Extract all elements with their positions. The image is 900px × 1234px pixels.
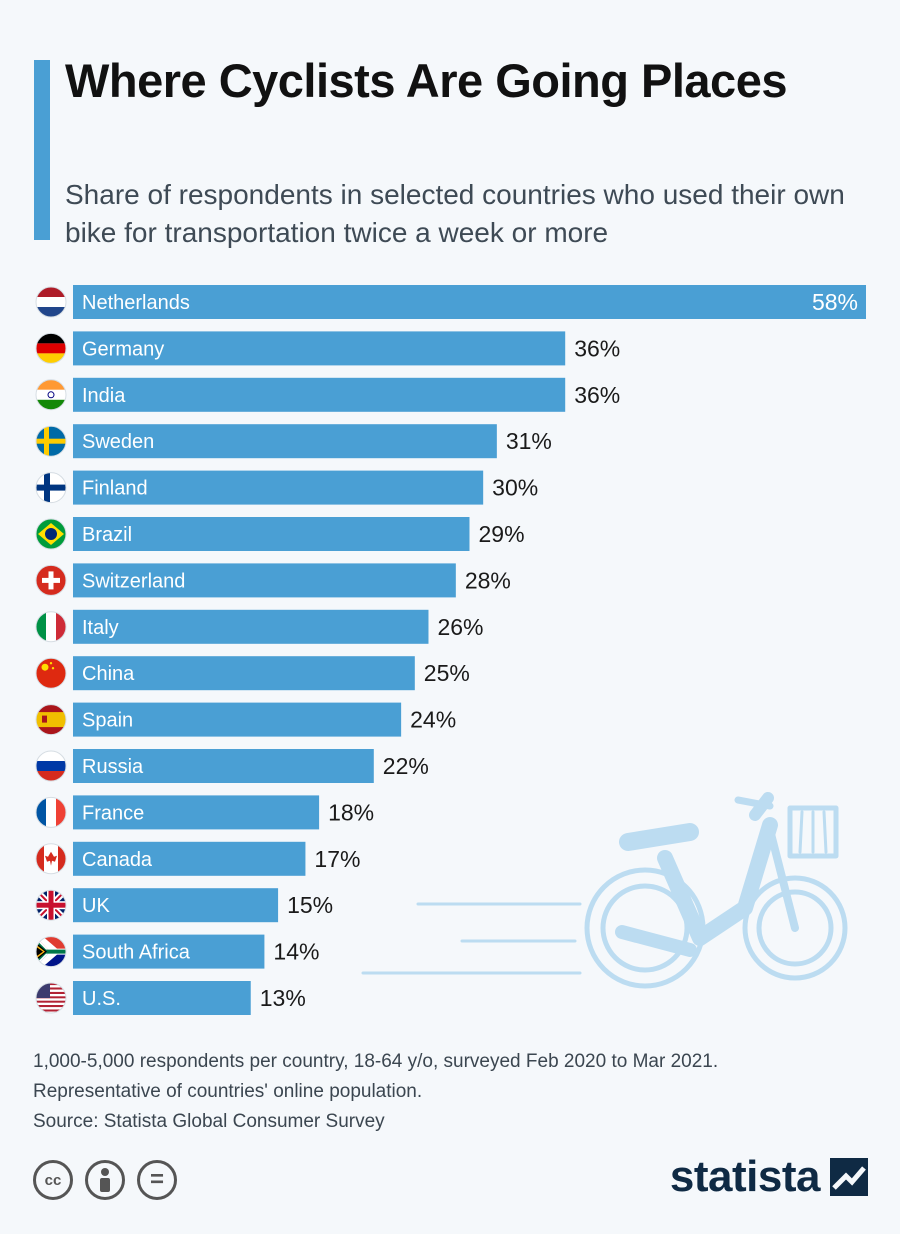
sweden-flag bbox=[35, 425, 67, 457]
category-label: UK bbox=[82, 895, 110, 917]
category-label: Russia bbox=[82, 756, 144, 778]
category-label: India bbox=[82, 385, 126, 407]
bar-china bbox=[73, 656, 415, 691]
data-label: 29% bbox=[479, 521, 525, 547]
canada-flag bbox=[35, 843, 67, 875]
equals-glyph: = bbox=[149, 1166, 164, 1193]
china-flag bbox=[35, 657, 67, 689]
uk-flag bbox=[35, 889, 67, 921]
category-label: Germany bbox=[82, 338, 164, 360]
statista-mark-icon bbox=[830, 1158, 868, 1196]
brand-name: statista bbox=[669, 1152, 821, 1201]
category-label: Spain bbox=[82, 710, 133, 732]
bar-spain bbox=[73, 702, 402, 737]
bar-france bbox=[73, 795, 320, 830]
person-glyph bbox=[100, 1168, 110, 1192]
data-label: 18% bbox=[328, 799, 374, 825]
data-label: 36% bbox=[574, 382, 620, 408]
category-label: Netherlands bbox=[82, 292, 190, 314]
data-label: 30% bbox=[492, 475, 538, 501]
bar-chart: Netherlands 58% Germany 36% India 36% Sweden 31… bbox=[35, 285, 866, 1015]
data-label: 17% bbox=[314, 846, 360, 872]
bar-u-s- bbox=[73, 981, 251, 1015]
south-africa-flag bbox=[35, 936, 67, 968]
category-label: China bbox=[82, 663, 135, 685]
footnote-sample: 1,000-5,000 respondents per country, 18-… bbox=[33, 1051, 719, 1072]
bar-switzerland bbox=[73, 563, 456, 598]
page-title: Where Cyclists Are Going Places bbox=[65, 54, 787, 107]
us-flag bbox=[35, 982, 67, 1014]
footnote-representative: Representative of countries' online popu… bbox=[33, 1081, 423, 1102]
category-label: South Africa bbox=[82, 942, 191, 964]
attribution-icon[interactable] bbox=[85, 1160, 125, 1200]
bicycle-illustration bbox=[361, 792, 848, 989]
data-label: 58% bbox=[812, 289, 858, 315]
india-flag bbox=[35, 379, 67, 411]
data-label: 22% bbox=[383, 753, 429, 779]
germany-flag bbox=[35, 332, 67, 364]
spain-flag bbox=[35, 704, 67, 736]
netherlands-flag bbox=[35, 286, 67, 318]
data-label: 31% bbox=[506, 428, 552, 454]
bar-germany bbox=[73, 331, 566, 366]
bar-uk bbox=[73, 888, 279, 923]
bar-russia bbox=[73, 749, 374, 783]
brazil-flag bbox=[35, 518, 67, 550]
title-accent-bar bbox=[34, 60, 50, 240]
category-label: U.S. bbox=[82, 988, 121, 1010]
category-label: Canada bbox=[82, 849, 153, 871]
bar-finland bbox=[73, 470, 484, 505]
bar-canada bbox=[73, 841, 306, 876]
finland-flag bbox=[35, 472, 67, 504]
data-label: 13% bbox=[260, 985, 306, 1011]
data-label: 26% bbox=[437, 614, 483, 640]
data-label: 15% bbox=[287, 892, 333, 918]
page-subtitle: Share of respondents in selected countri… bbox=[65, 179, 845, 248]
data-label: 24% bbox=[410, 707, 456, 733]
bar-netherlands bbox=[73, 285, 866, 319]
license-icons: cc = bbox=[33, 1160, 177, 1200]
cc-icon-text: cc bbox=[44, 1171, 62, 1189]
category-label: Brazil bbox=[82, 524, 132, 546]
bar-south-africa bbox=[73, 934, 265, 969]
italy-flag bbox=[35, 611, 67, 643]
switzerland-flag bbox=[35, 564, 67, 596]
footnote-source: Source: Statista Global Consumer Survey bbox=[33, 1111, 385, 1132]
category-label: Finland bbox=[82, 478, 148, 500]
footnote: 1,000-5,000 respondents per country, 18-… bbox=[33, 1047, 873, 1137]
category-label: Sweden bbox=[82, 431, 154, 453]
data-label: 14% bbox=[273, 939, 319, 965]
data-label: 36% bbox=[574, 335, 620, 361]
data-label: 25% bbox=[424, 660, 470, 686]
bar-sweden bbox=[73, 424, 497, 459]
cc-icon[interactable]: cc bbox=[33, 1160, 73, 1200]
data-label: 28% bbox=[465, 567, 511, 593]
russia-flag bbox=[35, 750, 67, 782]
bar-brazil bbox=[73, 517, 470, 551]
bar-india bbox=[73, 377, 566, 412]
category-label: France bbox=[82, 802, 144, 824]
category-label: Switzerland bbox=[82, 570, 185, 592]
france-flag bbox=[35, 796, 67, 828]
bar-italy bbox=[73, 609, 429, 644]
category-label: Italy bbox=[82, 617, 119, 639]
statista-logo[interactable]: statista bbox=[670, 1152, 868, 1202]
no-derivatives-icon[interactable]: = bbox=[137, 1160, 177, 1200]
